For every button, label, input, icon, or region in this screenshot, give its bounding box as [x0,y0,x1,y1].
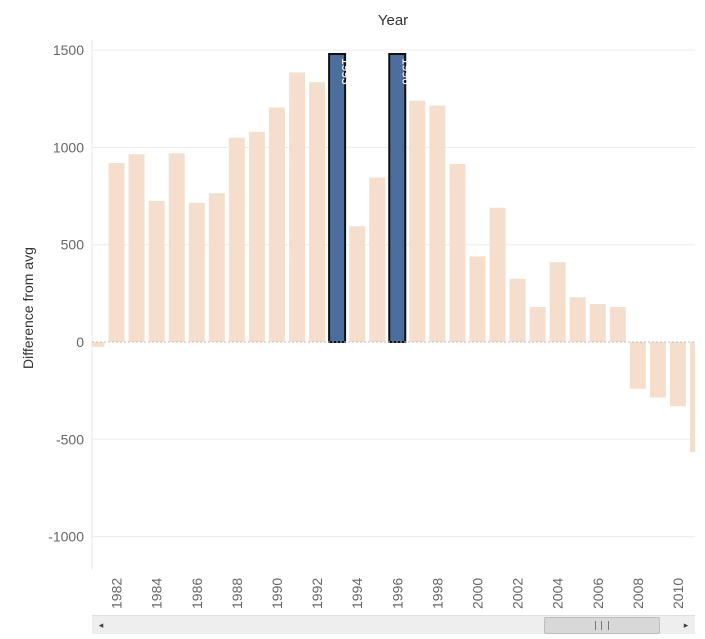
x-tick-label: 1996 [389,578,405,609]
x-tick-label: 2004 [550,578,566,609]
bar [289,72,305,342]
scrollbar-thumb[interactable] [544,617,660,634]
x-tick-label: 2002 [510,578,526,609]
x-tick-label: 1982 [109,578,125,609]
x-tick-label: 1988 [229,578,245,609]
y-tick-label: 1000 [53,139,84,155]
bar [309,82,326,343]
bar-chart: 1500 1000 500 0 -500 -1000 1993 1996 1982 1984 198… [20,12,695,609]
grip-icon [595,621,609,630]
bar [569,297,586,342]
x-tick-label: 1984 [149,578,165,609]
scroll-right-arrow-icon[interactable]: ▸ [683,620,689,630]
bar [469,256,486,342]
chart-title: Year [378,12,408,29]
bar [489,207,506,342]
bar [549,262,566,342]
bar [690,342,695,452]
x-tick-label: 1994 [349,578,365,609]
bar [509,278,526,342]
bar [128,154,145,342]
x-tick-label: 1990 [269,578,285,609]
bar [609,306,626,342]
x-tick-label: 1992 [309,578,325,609]
bar [669,342,686,407]
bar [168,153,185,342]
bar [429,105,446,342]
highlighted-bar [388,52,407,343]
x-tick-label: 1986 [189,578,205,609]
bar-data-label: 1993 [339,58,353,85]
bar [108,162,125,342]
x-tick-label: 2000 [469,578,485,609]
bar [369,177,386,342]
y-tick-label: 1500 [53,42,84,58]
y-axis-label: Difference from avg [20,247,36,369]
bar [208,193,225,342]
bar [629,342,646,389]
bar [92,342,105,347]
x-tick-label: 2010 [670,578,686,609]
y-tick-label: 0 [76,334,84,350]
y-tick-label: -1000 [48,529,84,545]
bar [148,200,165,342]
bar [349,226,366,342]
scroll-left-arrow-icon[interactable]: ◂ [98,620,104,630]
bar-data-label: 1996 [399,58,413,85]
bar [268,107,285,342]
x-tick-label: 2006 [590,578,606,609]
bar [248,131,265,342]
x-tick-label: 1998 [429,578,445,609]
bar [188,202,205,342]
bar [409,100,426,342]
bar [529,306,546,342]
bar [589,304,606,342]
bar [649,342,666,398]
x-tick-label: 2008 [630,578,646,609]
bar [449,163,466,342]
bar [228,137,245,342]
highlighted-bar [328,52,347,343]
horizontal-scrollbar[interactable]: ◂ ▸ [92,615,695,634]
y-tick-label: -500 [56,431,84,447]
y-tick-label: 500 [61,237,85,253]
